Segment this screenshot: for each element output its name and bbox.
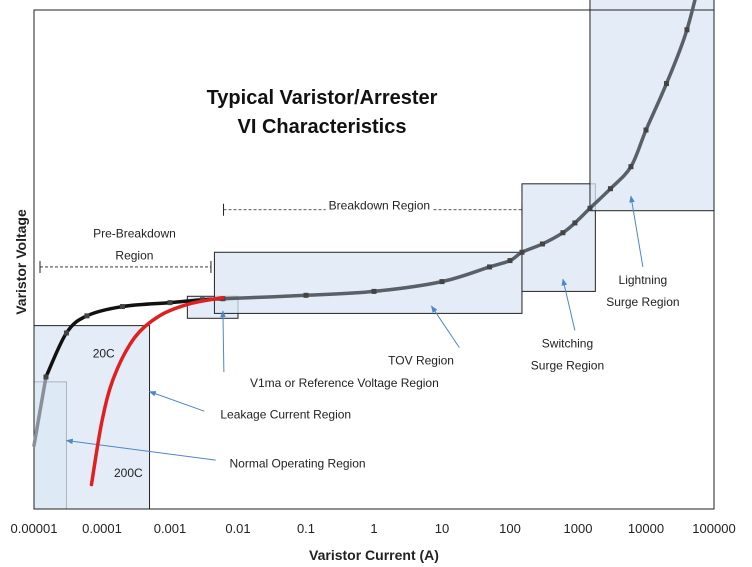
region-lightning-surge-region — [589, 0, 715, 212]
series-20c-point — [167, 300, 173, 306]
series-layer — [32, 0, 697, 487]
annotation-region: Region — [115, 249, 153, 263]
x-tick-label: 0.00001 — [11, 521, 58, 536]
series-20c-point — [628, 164, 634, 170]
span-bracket-1 — [223, 203, 523, 216]
series-20c-point — [684, 27, 690, 33]
annotation-200c: 200C — [114, 466, 143, 480]
annotation-lightning: Lightning — [619, 273, 668, 287]
annotation-normal-operating-region: Normal Operating Region — [230, 456, 366, 470]
x-tick-label: 0.001 — [154, 521, 187, 536]
chart-title-line-1: Typical Varistor/Arrester — [207, 87, 438, 109]
series-20c-point — [607, 186, 613, 192]
series-20c-point — [539, 241, 545, 247]
region-switching-surge-region — [521, 183, 596, 292]
annotation-arrow-5 — [629, 195, 644, 268]
series-20c-point — [519, 249, 525, 255]
span-bracket-0 — [39, 260, 212, 273]
annotation-breakdown-region: Breakdown Region — [329, 199, 430, 213]
series-20c-point — [43, 374, 49, 380]
arrows-layer — [65, 195, 644, 461]
annotation-tov-region: TOV Region — [388, 354, 454, 368]
plot-area-border — [33, 9, 715, 510]
x-tick-label: 10 — [435, 521, 449, 536]
annotation-arrow-1 — [148, 391, 205, 412]
x-tick-label: 0.01 — [225, 521, 250, 536]
regions-layer — [33, 0, 715, 510]
x-tick-label: 1 — [370, 521, 377, 536]
region-tov-region — [213, 251, 523, 314]
y-axis-title: Varistor Voltage — [13, 209, 29, 315]
series-20c-point — [643, 127, 649, 133]
series-20c-point — [507, 258, 513, 264]
annotation-surge-region: Surge Region — [606, 295, 679, 309]
x-tick-label: 100 — [499, 521, 521, 536]
x-tick-label: 100000 — [692, 521, 735, 536]
series-20c-point — [663, 81, 669, 87]
annotation-arrow-4 — [561, 278, 576, 331]
chart-title-line-2: VI Characteristics — [238, 116, 407, 138]
series-20c-point — [439, 279, 445, 285]
x-tick-label: 0.0001 — [82, 521, 122, 536]
annotation-pre-breakdown: Pre-Breakdown — [93, 227, 176, 241]
series-20c-point — [587, 205, 593, 211]
annotation-surge-region: Surge Region — [531, 359, 604, 373]
x-tick-label: 10000 — [628, 521, 664, 536]
annotation-switching: Switching — [542, 337, 593, 351]
series-20c-low-line — [32, 375, 48, 448]
x-tick-labels: 0.00001 0.0001 0.001 0.01 0.1 1 10 100 1000 10000… — [11, 521, 736, 536]
x-tick-label: 1000 — [564, 521, 593, 536]
annotation-arrow-2 — [65, 438, 216, 461]
series-20c-point — [303, 292, 309, 298]
series-200c-line — [89, 296, 225, 487]
series-20c-point — [560, 230, 566, 236]
series-20c-point — [119, 304, 125, 310]
series-20c-point — [371, 288, 377, 294]
series-20c-point — [572, 220, 578, 226]
x-axis-title: Varistor Current (A) — [309, 547, 439, 563]
series-20c-point — [84, 313, 90, 319]
x-tick-label: 0.1 — [297, 521, 315, 536]
annotation-20c: 20C — [93, 346, 115, 360]
annotation-arrow-3 — [431, 305, 460, 348]
brackets-layer — [39, 203, 523, 273]
series-20c-point — [487, 264, 493, 270]
annotation-arrow-0 — [220, 310, 226, 373]
annotation-v1ma-or-reference-voltage-region: V1ma or Reference Voltage Region — [250, 376, 439, 390]
annotation-leakage-current-region: Leakage Current Region — [220, 408, 351, 422]
series-20c-point — [63, 330, 69, 336]
